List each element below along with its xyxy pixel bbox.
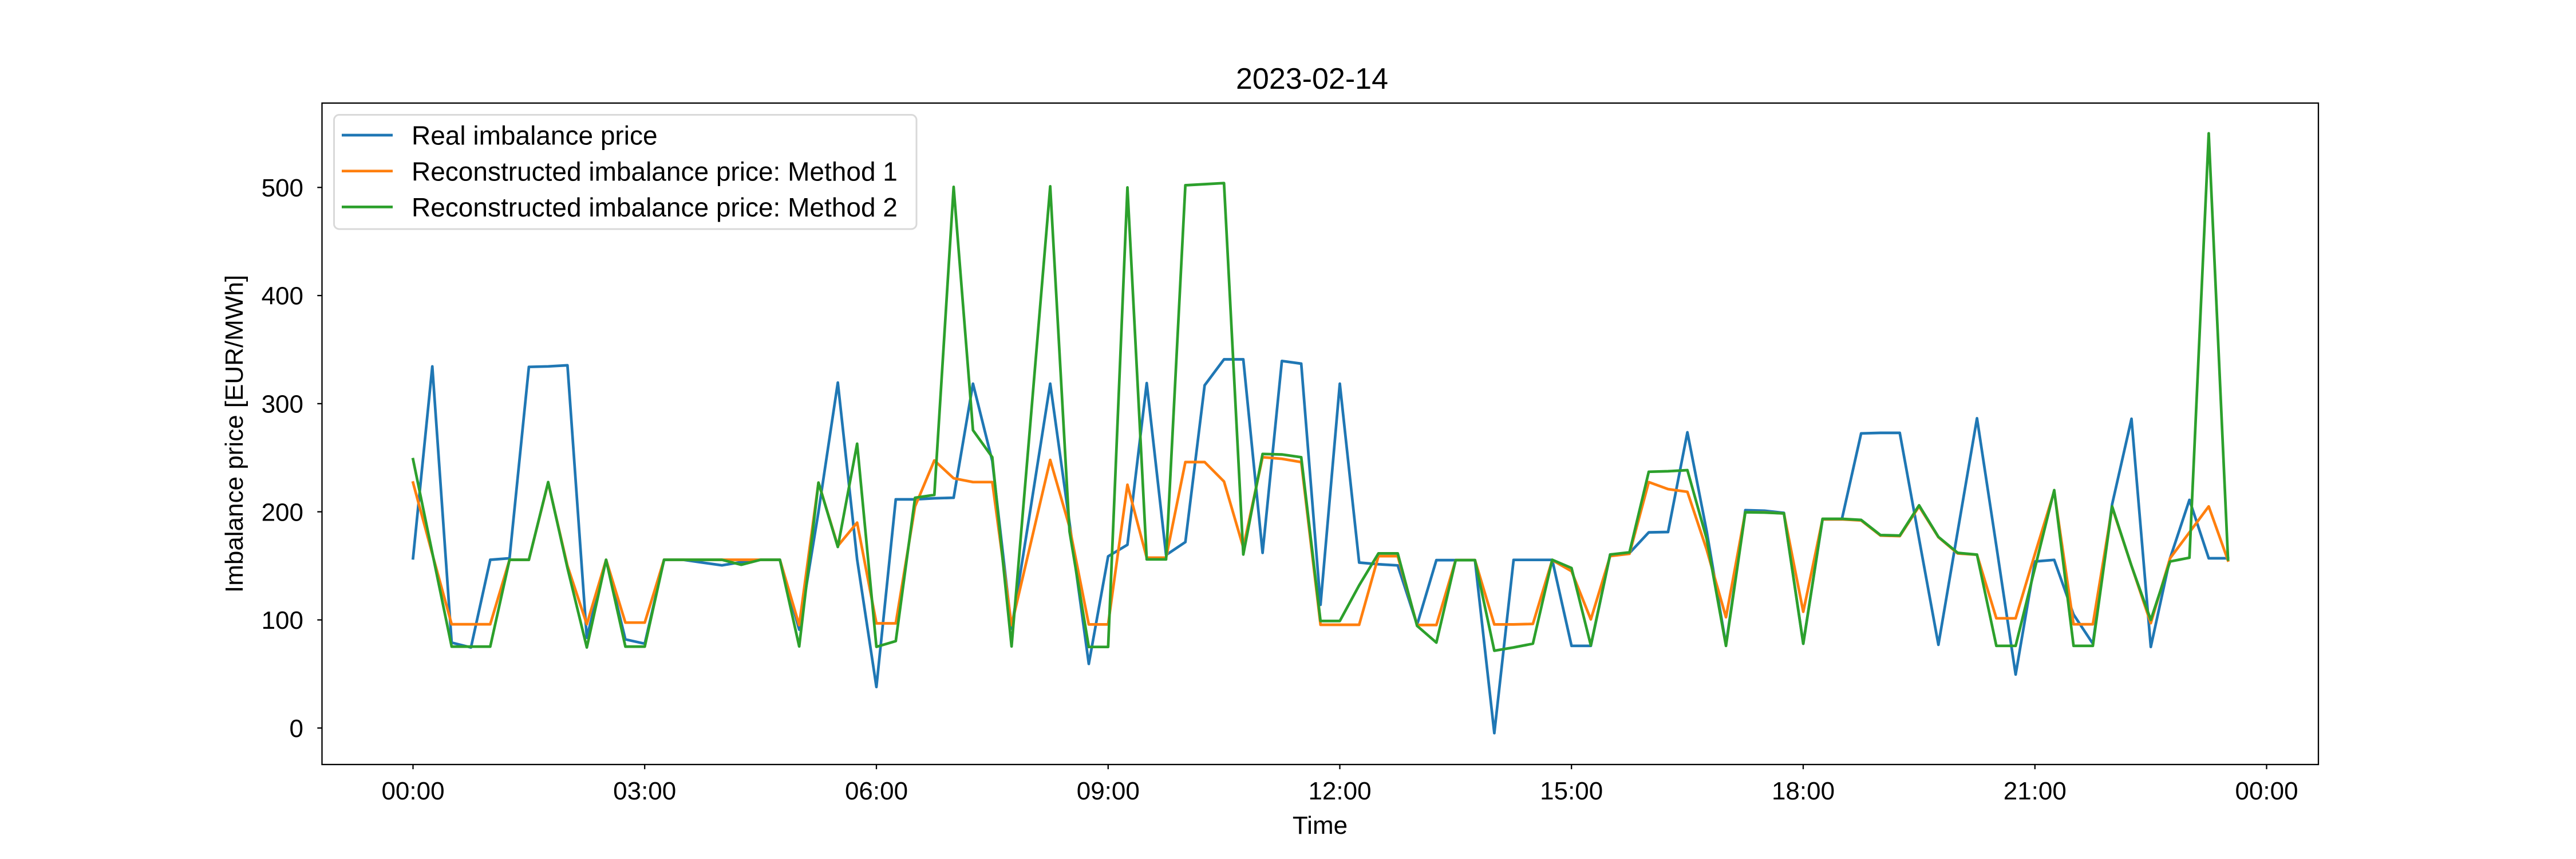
svg-text:100: 100	[262, 606, 303, 635]
svg-text:21:00: 21:00	[2004, 777, 2067, 805]
svg-text:2023-02-14: 2023-02-14	[1236, 62, 1388, 96]
svg-text:03:00: 03:00	[613, 777, 676, 805]
svg-text:500: 500	[262, 174, 303, 202]
svg-text:Reconstructed imbalance price:: Reconstructed imbalance price: Method 1	[412, 156, 898, 186]
svg-text:12:00: 12:00	[1308, 777, 1371, 805]
svg-text:18:00: 18:00	[1772, 777, 1835, 805]
svg-text:Imbalance price [EUR/MWh]: Imbalance price [EUR/MWh]	[220, 275, 248, 593]
svg-text:0: 0	[290, 715, 303, 743]
svg-text:Reconstructed imbalance price:: Reconstructed imbalance price: Method 2	[412, 192, 898, 222]
svg-text:200: 200	[262, 498, 303, 526]
svg-text:Real imbalance price: Real imbalance price	[412, 121, 658, 151]
svg-text:06:00: 06:00	[845, 777, 908, 805]
svg-text:09:00: 09:00	[1077, 777, 1140, 805]
svg-text:00:00: 00:00	[381, 777, 444, 805]
svg-text:300: 300	[262, 391, 303, 419]
svg-text:00:00: 00:00	[2235, 777, 2298, 805]
svg-text:15:00: 15:00	[1540, 777, 1603, 805]
svg-text:Time: Time	[1293, 811, 1348, 840]
svg-text:400: 400	[262, 282, 303, 310]
